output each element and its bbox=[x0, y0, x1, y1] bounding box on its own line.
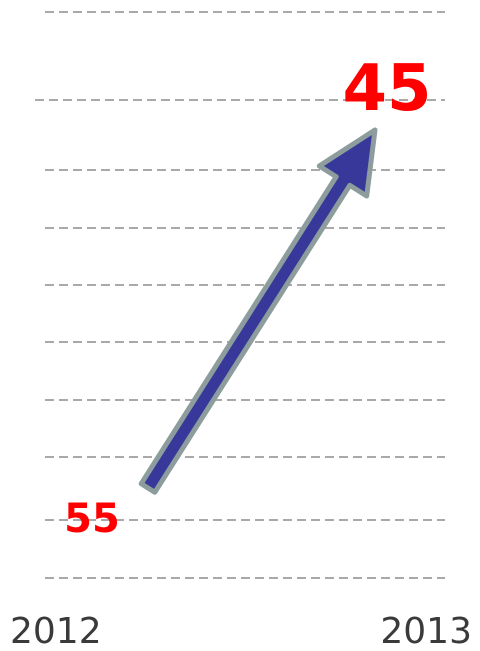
arrow bbox=[138, 127, 378, 495]
end-value: 45 bbox=[342, 52, 431, 126]
start-value: 55 bbox=[64, 496, 120, 542]
start-year: 2012 bbox=[10, 611, 102, 651]
end-year: 2013 bbox=[380, 611, 472, 651]
